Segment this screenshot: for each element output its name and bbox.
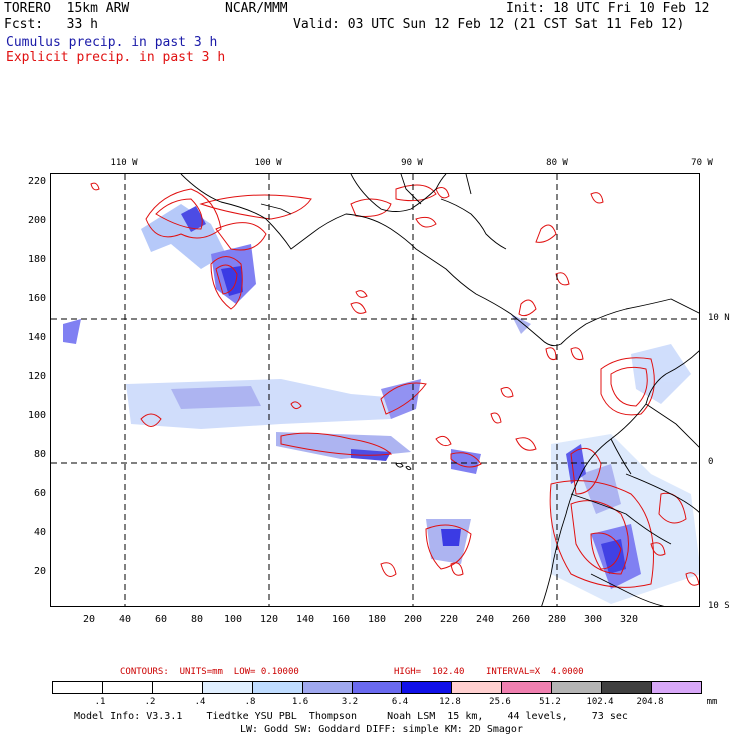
coastlines: [180, 174, 699, 606]
colorbar-swatch: [53, 682, 103, 693]
colorbar-swatch: [602, 682, 653, 693]
x-tick: 200: [403, 614, 423, 625]
colorbar-label: 51.2: [539, 697, 561, 707]
lat-lon-grid: [51, 174, 699, 606]
x-tick: 120: [259, 614, 279, 625]
contour-high: HIGH= 102.40: [394, 667, 465, 677]
x-tick: 180: [367, 614, 387, 625]
x-tick: 220: [439, 614, 459, 625]
colorbar-label: 25.6: [489, 697, 511, 707]
y-tick: 200: [27, 215, 46, 226]
model-info-line2: LW: Godd SW: Goddard DIFF: simple KM: 2D…: [240, 724, 523, 735]
y-tick: 60: [33, 488, 46, 499]
colorbar-label: 12.8: [439, 697, 461, 707]
colorbar-label: 204.8: [636, 697, 664, 707]
y-tick: 220: [27, 176, 46, 187]
colorbar-swatch: [652, 682, 701, 693]
cumulus-legend: Cumulus precip. in past 3 h: [6, 35, 218, 50]
x-tick: 140: [295, 614, 315, 625]
colorbar-swatch: [402, 682, 453, 693]
colorbar-swatch: [102, 682, 153, 693]
x-tick: 80: [190, 614, 204, 625]
contour-interval: INTERVAL=X 4.0000: [486, 667, 584, 677]
colorbar-label: .2: [144, 697, 156, 707]
y-tick: 140: [27, 332, 46, 343]
cumulus-precip-shading: [63, 204, 699, 604]
lon-label-100w: 100 W: [254, 158, 282, 168]
map-plot-area: [50, 173, 700, 607]
x-tick: 320: [619, 614, 639, 625]
colorbar-label: 102.4: [586, 697, 614, 707]
colorbar-swatch: [252, 682, 303, 693]
init-time: Init: 18 UTC Fri 10 Feb 12: [506, 1, 710, 16]
x-tick: 20: [82, 614, 96, 625]
y-tick: 20: [33, 566, 46, 577]
colorbar-swatch: [202, 682, 253, 693]
y-tick: 40: [33, 527, 46, 538]
colorbar-label: .1: [94, 697, 106, 707]
explicit-precip-contours: [90, 182, 699, 588]
x-tick: 240: [475, 614, 495, 625]
y-tick: 100: [27, 410, 46, 421]
colorbar-label: 3.2: [341, 697, 359, 707]
x-tick: 300: [583, 614, 603, 625]
colorbar-swatch: [502, 682, 553, 693]
lat-label-0: 0: [708, 457, 714, 467]
y-tick: 160: [27, 293, 46, 304]
colorbar-label: 1.6: [291, 697, 309, 707]
colorbar: [52, 681, 702, 694]
lat-label-10s: 10 S: [708, 601, 730, 611]
model-title: TORERO 15km ARW: [4, 1, 130, 16]
x-tick: 260: [511, 614, 531, 625]
y-tick: 80: [33, 449, 46, 460]
y-tick: 120: [27, 371, 46, 382]
explicit-legend: Explicit precip. in past 3 h: [6, 50, 226, 65]
map-svg: [51, 174, 699, 606]
x-tick: 160: [331, 614, 351, 625]
colorbar-label: .8: [244, 697, 256, 707]
lon-label-80w: 80 W: [546, 158, 568, 168]
colorbar-swatch: [552, 682, 603, 693]
valid-time: Valid: 03 UTC Sun 12 Feb 12 (21 CST Sat …: [293, 17, 685, 32]
x-tick: 60: [154, 614, 168, 625]
colorbar-swatch: [152, 682, 203, 693]
model-info-line1: Model Info: V3.3.1 Tiedtke YSU PBL Thomp…: [74, 711, 628, 722]
colorbar-swatch: [452, 682, 503, 693]
lon-label-70w: 70 W: [691, 158, 713, 168]
x-tick: 280: [547, 614, 567, 625]
colorbar-label: .4: [194, 697, 206, 707]
colorbar-swatch: [302, 682, 353, 693]
forecast-hour: Fcst: 33 h: [4, 17, 98, 32]
x-tick: 40: [118, 614, 132, 625]
colorbar-swatch: [352, 682, 403, 693]
org-label: NCAR/MMM: [225, 1, 288, 16]
lat-label-10n: 10 N: [708, 313, 730, 323]
x-tick: 100: [223, 614, 243, 625]
lon-label-110w: 110 W: [110, 158, 138, 168]
y-tick: 180: [27, 254, 46, 265]
lon-label-90w: 90 W: [401, 158, 423, 168]
colorbar-label: 6.4: [391, 697, 409, 707]
contour-units: CONTOURS: UNITS=mm LOW= 0.10000: [120, 667, 299, 677]
colorbar-unit: mm: [706, 697, 718, 707]
